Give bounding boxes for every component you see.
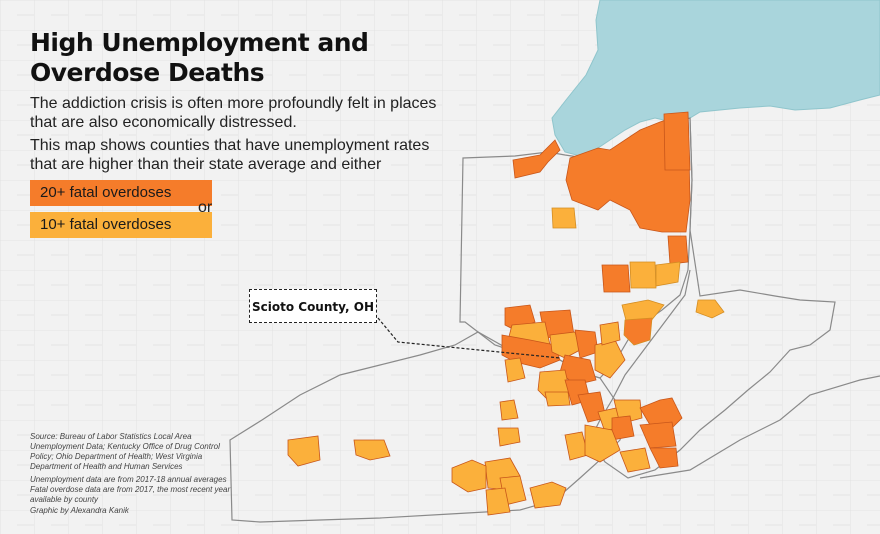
scioto-callout: Scioto County, OH (249, 289, 377, 323)
county-tuscarawas (601, 264, 631, 293)
county-brown (504, 357, 526, 383)
ohio-north-mid-counties (551, 207, 725, 346)
county-clay (451, 459, 487, 493)
map-description: This map shows counties that have unempl… (30, 137, 430, 173)
county-logan (611, 415, 635, 441)
legend-10-plus: 10+ fatal overdoses (30, 212, 212, 238)
county-rowan (499, 399, 519, 421)
kentucky-east-cluster (287, 369, 683, 516)
ohio-north-counties (512, 111, 691, 293)
data-years-note: Unemployment data are from 2017-18 annua… (30, 475, 231, 504)
county-harrison (667, 235, 689, 265)
county-mercer (649, 447, 679, 469)
legend-20-plus: 20+ fatal overdoses (30, 180, 212, 206)
county-west-1 (287, 435, 321, 467)
kentucky-border (229, 331, 626, 523)
county-menifee (497, 427, 521, 447)
county-coshocton (629, 261, 657, 289)
scioto-cluster (501, 304, 626, 386)
legend-or: or (198, 199, 213, 216)
county-pike-ky (584, 424, 621, 463)
virginia-border (639, 375, 880, 479)
county-ashtabula (663, 111, 691, 171)
county-whitley (485, 487, 511, 516)
county-belmont (655, 261, 681, 287)
callout-leader (377, 317, 561, 359)
description: The addiction crisis is often more profo… (30, 95, 437, 131)
map-title: High Unemployment and Overdose Deaths (30, 28, 369, 87)
county-bell (529, 481, 567, 509)
county-athens (599, 321, 621, 346)
west-virginia-border (589, 117, 836, 479)
credit: Graphic by Alexandra Kanik (30, 506, 129, 515)
county-lucas (512, 139, 561, 179)
source-note: Source: Bureau of Labor Statistics Local… (30, 432, 220, 471)
county-west-2 (353, 439, 391, 461)
county-mcdowell (639, 421, 677, 449)
county-washington (623, 317, 653, 346)
county-jackson (549, 331, 581, 359)
county-buchanan (619, 447, 651, 473)
county-carter (544, 391, 571, 407)
county-hancock (551, 207, 577, 229)
county-wv-north (695, 299, 725, 319)
county-cluster-north (565, 113, 691, 233)
lake-erie (551, 0, 880, 157)
